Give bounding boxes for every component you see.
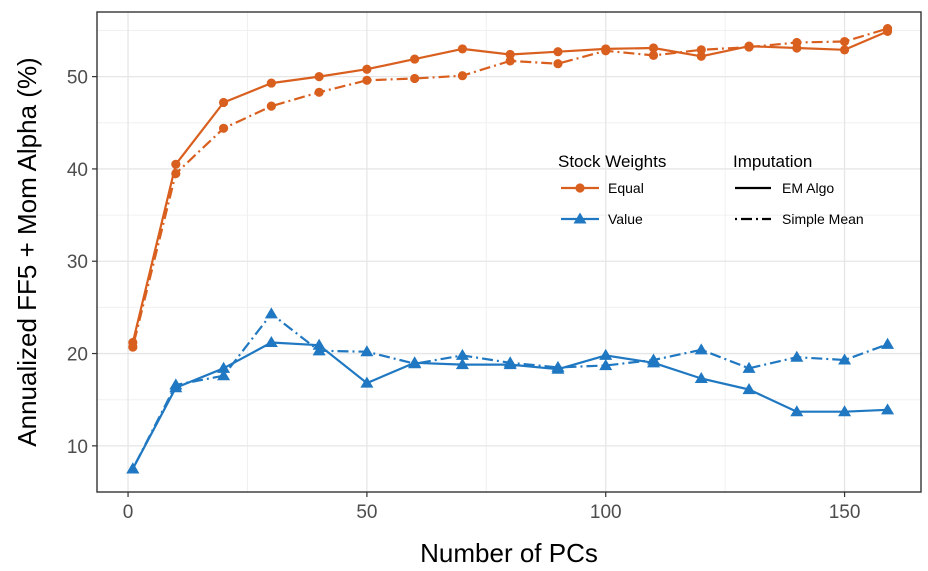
data-point-value-simple-mean [126, 462, 140, 474]
data-point-value-em-algo [455, 358, 469, 370]
data-point-value-em-algo [694, 371, 708, 384]
y-tick-label: 30 [67, 252, 88, 273]
data-point-value-simple-mean [551, 360, 565, 372]
data-point-equal-simple-mean [128, 342, 138, 352]
data-point-equal-simple-mean [218, 123, 229, 133]
data-point-value-em-algo [881, 403, 895, 415]
data-point-equal-simple-mean [362, 75, 372, 85]
data-point-equal-simple-mean [505, 56, 515, 66]
data-point-equal-em-algo [505, 49, 515, 60]
data-point-equal-em-algo [266, 78, 276, 88]
data-point-equal-em-algo [457, 44, 468, 54]
y-tick-label: 20 [67, 345, 88, 366]
data-point-value-em-algo [790, 405, 804, 417]
plot-panel [97, 12, 921, 492]
data-point-value-em-algo [264, 335, 278, 348]
legend-label-value: Value [608, 211, 643, 227]
data-point-equal-em-algo [410, 54, 420, 64]
data-point-equal-em-algo [314, 72, 324, 82]
legend-title-weights: Stock Weights [558, 152, 666, 171]
data-point-value-simple-mean [503, 356, 517, 368]
y-axis-title: Annualized FF5 + Mom Alpha (%) [12, 57, 42, 446]
x-tick-label: 0 [123, 502, 134, 523]
data-point-equal-em-algo [696, 51, 706, 61]
data-point-value-simple-mean [646, 353, 660, 365]
data-point-value-simple-mean [455, 348, 469, 360]
data-point-equal-simple-mean [792, 37, 802, 48]
legend: Stock Weights Equal Value Imputation EM … [558, 152, 864, 227]
data-point-value-em-algo [599, 348, 613, 360]
data-point-equal-simple-mean [410, 73, 420, 84]
legend-label-em-algo: EM Algo [782, 180, 834, 196]
plot-border [96, 11, 922, 493]
legend-title-imputation: Imputation [733, 152, 812, 171]
data-point-value-em-algo [312, 338, 326, 350]
data-point-equal-simple-mean [457, 71, 468, 81]
x-tick-label: 100 [590, 502, 622, 523]
data-point-value-em-algo [742, 383, 756, 395]
data-point-equal-em-algo [218, 97, 229, 108]
data-point-equal-em-algo [362, 64, 372, 74]
legend-key-value-marker [573, 212, 587, 224]
data-point-equal-em-algo [553, 47, 563, 57]
y-tick-label: 40 [67, 160, 88, 181]
data-point-equal-simple-mean [601, 46, 611, 56]
data-point-value-em-algo [838, 405, 852, 417]
data-point-equal-simple-mean [314, 87, 324, 97]
data-point-equal-em-algo [171, 159, 181, 169]
legend-key-value [561, 212, 599, 224]
data-point-equal-simple-mean [882, 24, 893, 34]
data-point-value-simple-mean [264, 307, 278, 319]
data-point-equal-simple-mean [553, 59, 563, 69]
data-point-equal-simple-mean [839, 36, 850, 47]
legend-key-equal [561, 183, 599, 193]
data-point-value-simple-mean [742, 361, 756, 373]
data-point-equal-simple-mean [696, 45, 706, 55]
data-point-value-simple-mean [599, 359, 613, 371]
data-point-value-simple-mean [217, 369, 231, 381]
data-point-value-simple-mean [881, 337, 895, 349]
x-tick-label: 50 [356, 502, 377, 523]
data-point-value-simple-mean [408, 357, 422, 369]
y-tick-label: 10 [67, 437, 88, 458]
data-point-value-simple-mean [312, 344, 326, 356]
x-axis-title: Number of PCs [420, 538, 598, 568]
data-point-value-simple-mean [838, 353, 852, 365]
data-point-value-simple-mean [169, 378, 183, 390]
data-point-equal-em-algo [648, 43, 659, 53]
y-tick-label: 50 [67, 68, 88, 89]
data-point-equal-simple-mean [266, 101, 276, 111]
axes: 0 50 100 150 10 20 30 40 50 [67, 68, 861, 523]
data-point-value-em-algo [360, 376, 374, 388]
data-point-value-simple-mean [694, 343, 708, 355]
data-point-equal-em-algo [839, 45, 850, 55]
legend-key-equal-marker [575, 183, 585, 193]
data-point-value-simple-mean [360, 345, 374, 357]
series-group [126, 24, 895, 474]
data-point-value-simple-mean [790, 350, 804, 362]
legend-label-simple-mean: Simple Mean [782, 211, 864, 227]
data-point-equal-simple-mean [744, 42, 754, 52]
data-point-equal-simple-mean [171, 168, 181, 179]
data-point-value-em-algo [217, 361, 231, 373]
data-point-equal-simple-mean [648, 50, 659, 60]
legend-label-equal: Equal [608, 180, 644, 196]
grid [97, 12, 921, 492]
x-tick-label: 150 [829, 502, 861, 523]
